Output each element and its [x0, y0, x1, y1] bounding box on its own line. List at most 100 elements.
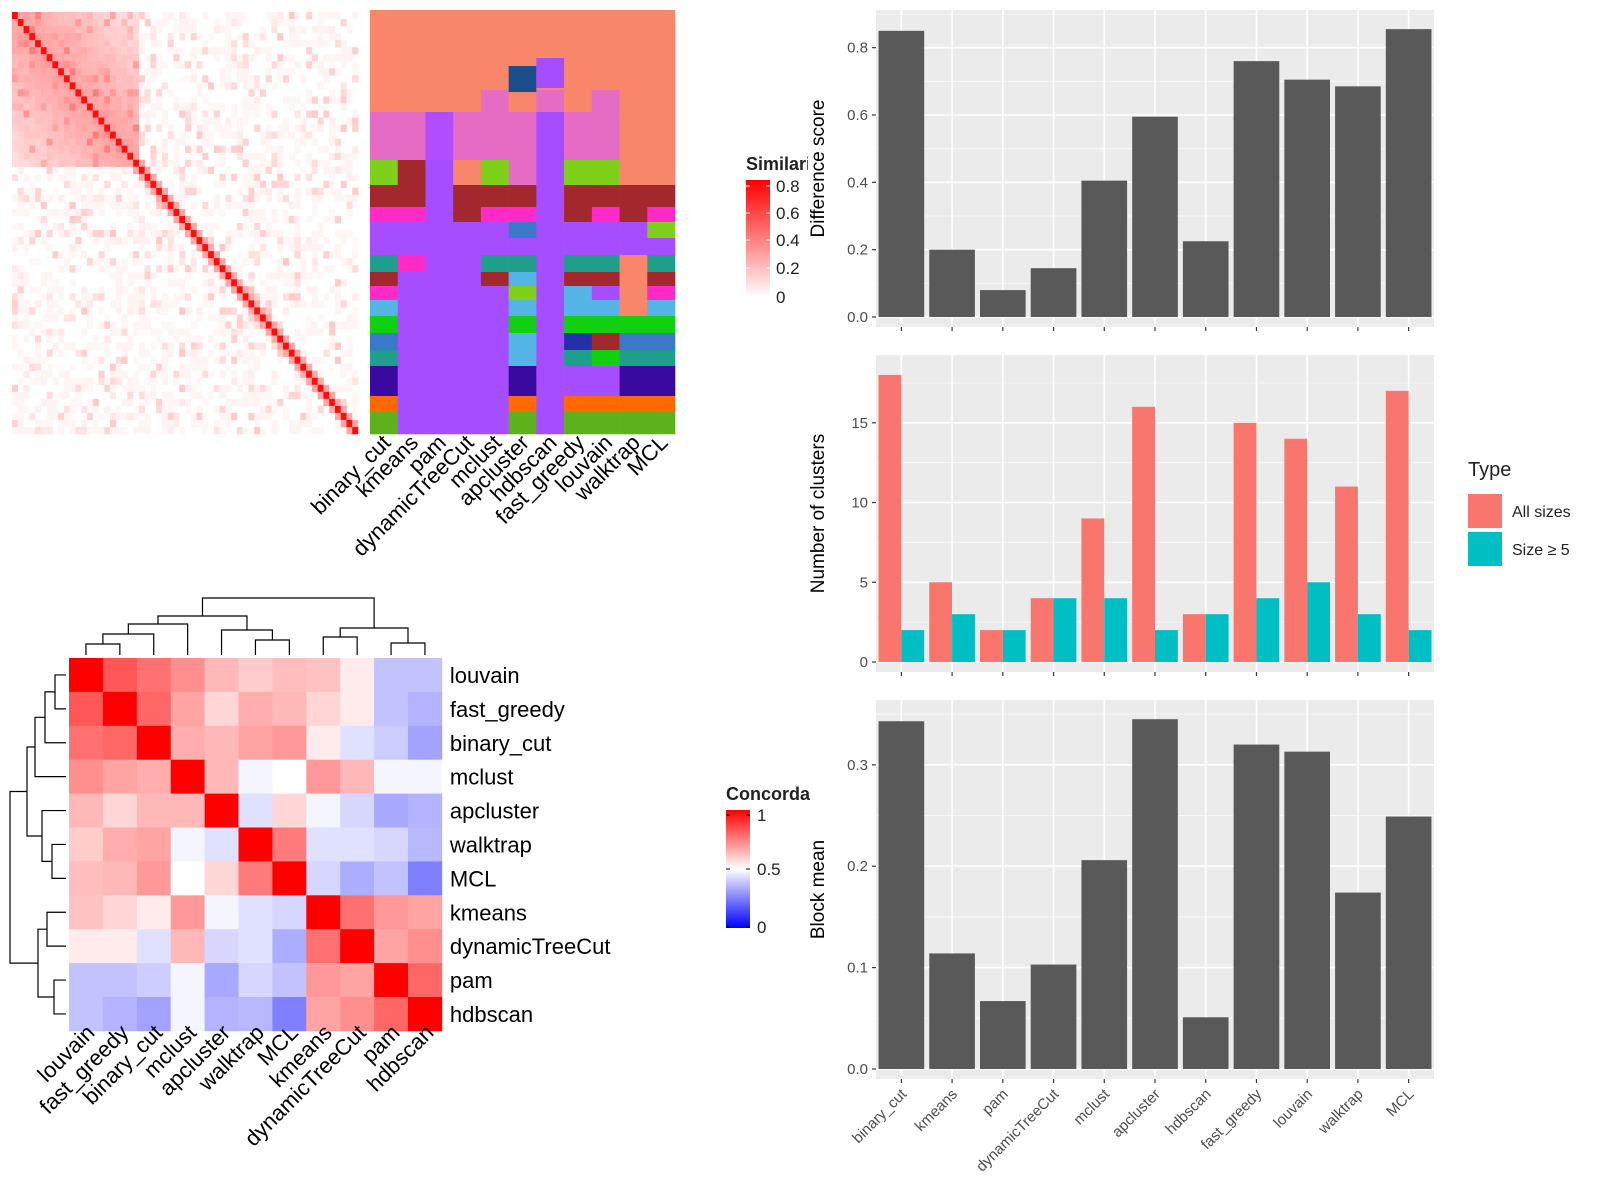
legend-swatch	[1468, 532, 1502, 566]
similarity-cell	[150, 251, 157, 259]
similarity-cell	[127, 307, 134, 315]
similarity-cell	[352, 124, 359, 132]
similarity-cell	[300, 356, 307, 364]
similarity-cell	[254, 152, 261, 160]
similarity-cell	[156, 187, 163, 196]
similarity-cell	[242, 61, 249, 69]
similarity-cell	[69, 131, 76, 139]
similarity-cell	[40, 356, 47, 364]
similarity-cell	[196, 377, 203, 386]
similarity-cell	[23, 314, 30, 322]
similarity-cell	[329, 187, 336, 196]
similarity-cell	[288, 54, 295, 62]
similarity-cell	[52, 138, 59, 146]
similarity-cell	[133, 426, 140, 435]
similarity-cell	[283, 384, 290, 393]
similarity-cell	[196, 230, 203, 238]
similarity-cell	[202, 356, 209, 364]
similarity-cell	[213, 194, 220, 203]
similarity-cell	[46, 412, 53, 421]
similarity-cell	[242, 117, 249, 125]
similarity-cell	[138, 321, 145, 329]
membership-cell	[370, 207, 399, 223]
concordance-cell	[102, 963, 138, 998]
similarity-cell	[81, 96, 88, 104]
membership-cell	[564, 286, 593, 301]
similarity-cell	[86, 208, 94, 217]
similarity-cell	[219, 293, 226, 301]
dendrogram-branch	[37, 928, 54, 998]
similarity-cell	[110, 173, 117, 182]
similarity-cell	[110, 103, 117, 111]
similarity-cell	[231, 131, 238, 139]
similarity-cell	[294, 244, 301, 252]
similarity-cell	[144, 96, 151, 104]
similarity-cell	[352, 377, 359, 386]
similarity-cell	[104, 138, 111, 146]
membership-cell	[453, 300, 482, 317]
similarity-cell	[185, 370, 192, 379]
concordance-cell	[374, 793, 409, 828]
concordance-cell	[204, 861, 239, 896]
similarity-cell	[52, 124, 59, 132]
similarity-cell	[306, 363, 313, 371]
similarity-cell	[219, 384, 226, 393]
similarity-cell	[12, 419, 19, 428]
similarity-cell	[52, 152, 59, 160]
similarity-cell	[265, 412, 272, 421]
similarity-cell	[311, 187, 318, 196]
similarity-cell	[300, 370, 307, 379]
similarity-cell	[115, 377, 122, 386]
similarity-cell	[202, 426, 209, 435]
similarity-cell	[346, 384, 353, 393]
similarity-cell	[127, 187, 134, 196]
similarity-cell	[311, 230, 318, 238]
similarity-cell	[208, 131, 215, 139]
similarity-cell	[150, 68, 157, 76]
similarity-cell	[225, 279, 232, 287]
similarity-cell	[277, 61, 284, 69]
similarity-cell	[248, 328, 255, 336]
similarity-cell	[161, 342, 168, 350]
similarity-cell	[167, 398, 174, 407]
similarity-cell	[254, 180, 261, 189]
similarity-cell	[17, 82, 24, 90]
dendrogram-branch	[157, 615, 248, 630]
similarity-cell	[69, 180, 76, 189]
similarity-cell	[323, 96, 330, 104]
similarity-cell	[40, 103, 47, 111]
similarity-cell	[52, 131, 59, 139]
similarity-cell	[219, 279, 226, 287]
similarity-cell	[236, 426, 243, 435]
concordance-cell	[340, 793, 375, 828]
similarity-cell	[29, 26, 36, 34]
similarity-cell	[110, 124, 117, 132]
similarity-cell	[208, 33, 215, 41]
membership-cell	[564, 160, 593, 186]
similarity-cell	[242, 307, 249, 315]
similarity-cell	[271, 335, 278, 343]
similarity-cell	[150, 61, 157, 69]
similarity-cell	[306, 405, 313, 414]
similarity-cell	[300, 377, 307, 386]
similarity-cell	[58, 19, 65, 27]
similarity-cell	[138, 342, 145, 350]
similarity-cell	[219, 131, 226, 139]
similarity-cell	[138, 96, 145, 104]
similarity-cell	[121, 159, 128, 168]
concordance-cell	[408, 827, 443, 862]
dendrogram-branch	[201, 597, 375, 628]
similarity-cell	[81, 349, 88, 357]
membership-cell	[480, 272, 509, 287]
concordance-cell	[102, 793, 138, 828]
membership-cell	[508, 333, 537, 351]
similarity-cell	[29, 103, 36, 111]
similarity-cell	[75, 230, 82, 238]
concordance-col-labels: louvainfast_greedybinary_cutmclustapclus…	[33, 1020, 439, 1151]
similarity-cell	[283, 335, 290, 343]
similarity-cell	[17, 187, 24, 196]
similarity-cell	[340, 194, 347, 203]
similarity-cell	[271, 208, 278, 217]
similarity-cell	[40, 237, 47, 245]
similarity-cell	[110, 19, 117, 27]
